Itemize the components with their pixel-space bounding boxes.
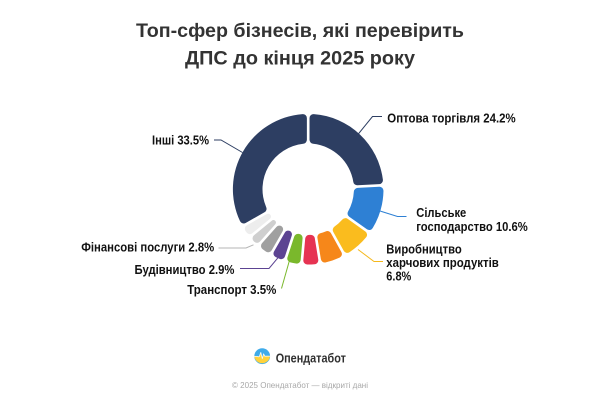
svg-text:Інші 33.5%: Інші 33.5% [152, 134, 209, 148]
svg-text:Транспорт 3.5%: Транспорт 3.5% [187, 283, 276, 297]
svg-text:Оптова торгівля 24.2%: Оптова торгівля 24.2% [387, 111, 515, 125]
svg-text:Опендатабот: Опендатабот [276, 350, 346, 365]
svg-text:господарство 10.6%: господарство 10.6% [416, 220, 528, 234]
svg-text:Виробництво: Виробництво [386, 242, 462, 256]
svg-text:6.8%: 6.8% [386, 269, 411, 283]
svg-text:Топ-сфер бізнесів, які перевір: Топ-сфер бізнесів, які перевірить [136, 20, 464, 42]
svg-text:Сільське: Сільське [416, 206, 466, 220]
svg-text:Будівництво 2.9%: Будівництво 2.9% [135, 263, 235, 277]
svg-text:харчових продуктів: харчових продуктів [386, 256, 499, 270]
svg-text:© 2025 Опендатабот — відкриті: © 2025 Опендатабот — відкриті дані [232, 380, 368, 390]
svg-text:ДПС до кінця 2025 року: ДПС до кінця 2025 року [185, 47, 415, 69]
svg-text:Фінансові послуги 2.8%: Фінансові послуги 2.8% [81, 240, 214, 254]
